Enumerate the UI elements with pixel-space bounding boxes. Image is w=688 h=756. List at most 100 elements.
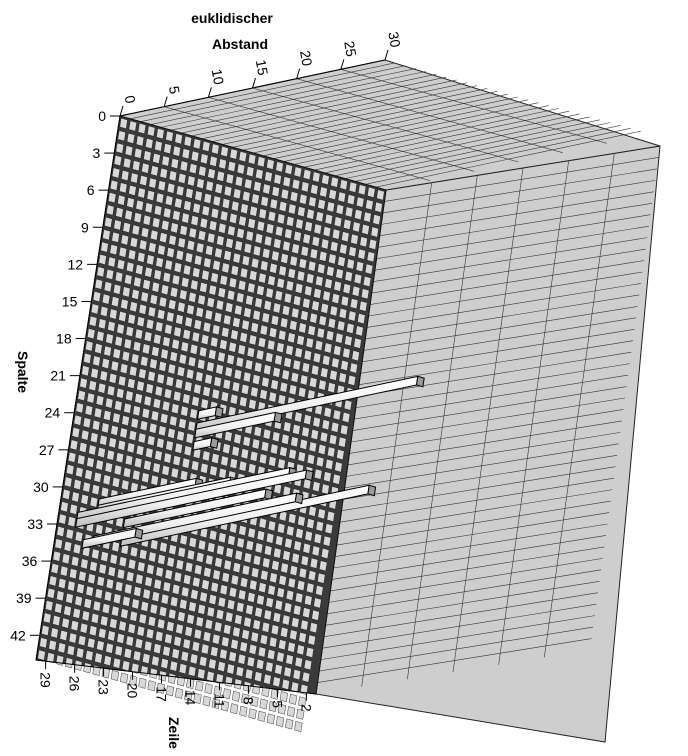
floor-cell bbox=[281, 433, 290, 445]
floor-cell bbox=[310, 183, 319, 195]
floor-cell bbox=[326, 510, 335, 522]
bar-end bbox=[367, 484, 377, 497]
floor-cell bbox=[213, 376, 222, 388]
floor-cell bbox=[170, 158, 179, 169]
floor-cell bbox=[223, 185, 233, 197]
floor-cell bbox=[256, 285, 265, 296]
floor-cell bbox=[176, 675, 186, 687]
floor-cell bbox=[335, 203, 345, 215]
floor-cell bbox=[168, 544, 177, 556]
floor-cell bbox=[103, 655, 112, 667]
zeile-tick-label: 23 bbox=[96, 679, 112, 695]
floor-cell bbox=[110, 670, 120, 681]
floor-cell bbox=[153, 269, 162, 281]
floor-cell bbox=[267, 520, 277, 532]
floor-cell bbox=[283, 602, 293, 614]
floor-cell bbox=[235, 666, 245, 678]
floor-cell bbox=[143, 395, 152, 407]
floor-cell bbox=[336, 449, 345, 461]
floor-cell bbox=[291, 617, 300, 629]
floor-cell bbox=[245, 230, 254, 242]
floor-cell bbox=[223, 623, 232, 635]
floor-cell bbox=[302, 233, 311, 245]
floor-cell bbox=[108, 192, 117, 204]
floor-cell bbox=[151, 281, 160, 293]
floor-cell bbox=[97, 382, 107, 394]
floor-cell bbox=[145, 383, 154, 395]
floor-cell bbox=[328, 434, 338, 446]
floor-cell bbox=[126, 442, 136, 454]
floor-cell bbox=[262, 557, 271, 569]
floor-cell bbox=[163, 207, 172, 219]
floor-cell bbox=[361, 288, 370, 300]
floor-cell bbox=[338, 372, 347, 384]
floor-cell bbox=[189, 653, 199, 665]
floor-cell bbox=[139, 239, 148, 251]
floor-cell bbox=[88, 380, 97, 392]
zeile-tick-label: 26 bbox=[67, 676, 83, 692]
floor-cell bbox=[125, 390, 134, 402]
floor-cell bbox=[324, 213, 333, 225]
floor-cell bbox=[307, 634, 316, 646]
floor-cell bbox=[147, 306, 157, 318]
floor-cell bbox=[144, 640, 153, 652]
floor-cell bbox=[128, 430, 137, 441]
floor-cell bbox=[220, 700, 230, 712]
floor-cell bbox=[174, 442, 183, 454]
floor-cell bbox=[113, 593, 122, 605]
spalte-tick-label: 36 bbox=[22, 553, 38, 569]
floor-cell bbox=[118, 246, 128, 258]
floor-cell bbox=[264, 545, 273, 556]
floor-cell bbox=[149, 358, 158, 370]
floor-cell bbox=[238, 460, 248, 472]
floor-cell bbox=[181, 212, 190, 224]
floor-cell bbox=[239, 331, 248, 343]
floor-cell bbox=[338, 307, 348, 319]
floor-cell bbox=[326, 265, 335, 277]
floor-cell bbox=[234, 614, 243, 626]
floor-cell bbox=[98, 318, 107, 330]
floor-cell bbox=[204, 683, 213, 695]
floor-cell bbox=[211, 452, 220, 464]
floor-cell bbox=[110, 360, 120, 372]
floor-cell bbox=[252, 554, 262, 566]
floor-cell bbox=[288, 513, 297, 524]
value-tick-label: 25 bbox=[341, 40, 359, 58]
floor-cell bbox=[286, 706, 296, 718]
floor-cell bbox=[232, 316, 241, 328]
floor-cell bbox=[168, 170, 178, 182]
floor-cell bbox=[191, 331, 201, 343]
floor-cell bbox=[133, 586, 142, 597]
floor-cell bbox=[303, 659, 313, 671]
floor-cell bbox=[241, 319, 250, 331]
floor-cell bbox=[296, 708, 305, 720]
floor-cell bbox=[144, 576, 153, 588]
floor-cell bbox=[102, 229, 111, 241]
floor-cell bbox=[203, 257, 212, 269]
bar bbox=[122, 488, 274, 529]
floor-cell bbox=[361, 223, 370, 235]
floor-cell bbox=[187, 356, 197, 368]
floor-cell bbox=[149, 667, 158, 679]
floor-cell bbox=[184, 252, 194, 264]
floor-cell bbox=[87, 573, 96, 585]
floor-cell bbox=[313, 597, 322, 609]
floor-cell bbox=[160, 658, 169, 670]
value-tick-mark bbox=[252, 77, 256, 89]
floor-cell bbox=[188, 227, 197, 239]
floor-cell bbox=[54, 538, 63, 550]
floor-cell bbox=[271, 559, 280, 571]
floor-cell bbox=[209, 155, 218, 167]
floor-cell bbox=[155, 566, 164, 578]
floor-cell bbox=[69, 439, 79, 451]
floor-cell bbox=[298, 696, 307, 708]
floor-cell bbox=[94, 588, 103, 600]
floor-cell bbox=[221, 571, 230, 583]
floor-cell bbox=[239, 705, 248, 717]
floor-cell bbox=[249, 270, 258, 282]
floor-cell bbox=[276, 277, 285, 289]
floor-cell bbox=[137, 187, 146, 199]
floor-cell bbox=[129, 610, 138, 622]
floor-cell bbox=[134, 638, 144, 649]
floor-cell bbox=[113, 464, 123, 476]
